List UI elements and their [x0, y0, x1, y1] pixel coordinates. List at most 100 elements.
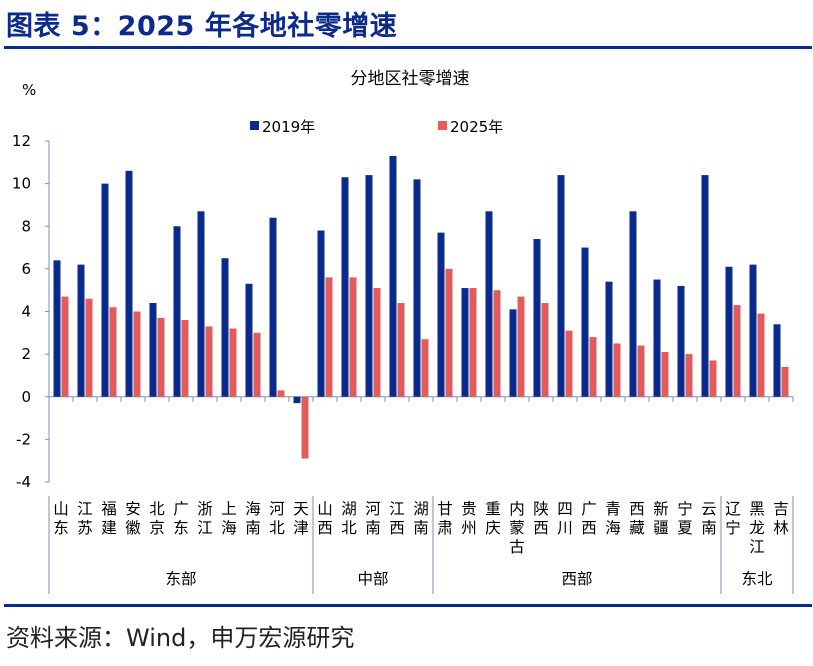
bar-2025-8 — [253, 332, 261, 397]
bar-2025-18 — [493, 290, 501, 397]
bar-2025-23 — [613, 343, 621, 397]
x-category-label: 宁夏 — [677, 500, 693, 537]
legend-swatch-2019 — [250, 121, 259, 130]
bar-2019-26 — [677, 285, 685, 397]
bar-2025-24 — [637, 345, 645, 397]
region-label: 西部 — [561, 570, 592, 588]
bar-2025-6 — [205, 326, 213, 397]
x-category-label: 甘肃 — [437, 500, 453, 537]
x-category-label: 青海 — [605, 500, 621, 537]
x-category-label: 河南 — [365, 500, 381, 537]
bar-2019-16 — [437, 232, 445, 397]
bar-2025-29 — [757, 313, 765, 397]
bar-2025-1 — [85, 298, 93, 397]
bar-2025-30 — [781, 366, 789, 397]
y-tick-label: 0 — [21, 388, 31, 406]
bar-2025-22 — [589, 337, 597, 397]
bar-2019-5 — [173, 226, 181, 397]
bar-2019-29 — [749, 264, 757, 397]
x-category-label: 北京 — [149, 500, 165, 537]
bar-2019-20 — [533, 239, 541, 397]
x-category-label: 吉林 — [773, 500, 789, 537]
bar-2019-14 — [389, 155, 397, 397]
x-category-label: 湖南 — [413, 500, 429, 537]
x-category-label: 山西 — [317, 500, 333, 537]
x-category-label: 陕西 — [533, 500, 549, 537]
bar-2025-17 — [469, 288, 477, 397]
y-tick-label: 12 — [12, 132, 31, 150]
bar-2019-12 — [341, 177, 349, 397]
bar-2025-20 — [541, 302, 549, 397]
x-category-label: 湖北 — [341, 500, 357, 537]
x-category-label: 贵州 — [461, 500, 477, 537]
bar-2019-19 — [509, 309, 517, 397]
bar-2019-30 — [773, 324, 781, 397]
x-category-label: 海南 — [245, 500, 261, 537]
bar-2019-24 — [629, 211, 637, 397]
bar-2019-15 — [413, 179, 421, 397]
bar-2025-19 — [517, 296, 525, 397]
bar-2025-14 — [397, 302, 405, 397]
page-title: 图表 5：2025 年各地社零增速 — [6, 11, 398, 42]
bar-2025-2 — [109, 307, 117, 397]
x-category-label: 江西 — [389, 500, 405, 537]
bar-2025-28 — [733, 305, 741, 397]
bar-2025-13 — [373, 288, 381, 397]
region-label: 中部 — [357, 570, 388, 588]
y-tick-label: 2 — [21, 345, 31, 363]
bar-chart: 分地区社零增速 % 2019年 2025年 -4 -2 0 2 4 6 8 10 12 山东江苏… — [12, 69, 794, 594]
bar-2025-3 — [133, 311, 141, 397]
bar-2019-1 — [77, 264, 85, 397]
x-category-label: 广东 — [173, 500, 189, 537]
bar-2019-13 — [365, 175, 373, 397]
bar-2019-25 — [653, 279, 661, 397]
x-category-label: 福建 — [101, 500, 117, 537]
title-divider — [4, 46, 812, 49]
bar-2025-16 — [445, 268, 453, 397]
bar-2019-28 — [725, 266, 733, 397]
x-category-label: 四川 — [557, 500, 573, 537]
y-tick-label: 8 — [21, 217, 31, 235]
region-label: 东部 — [165, 570, 196, 588]
x-category-label: 重庆 — [485, 500, 501, 537]
chart-title: 分地区社零增速 — [351, 69, 470, 89]
x-category-label: 江苏 — [77, 500, 93, 537]
bar-2019-27 — [701, 175, 709, 397]
bar-2025-0 — [61, 296, 69, 397]
legend-label-2025: 2025年 — [450, 118, 503, 136]
bar-2019-9 — [269, 217, 277, 397]
source-note: 资料来源：Wind，申万宏源研究 — [6, 624, 355, 652]
x-category-label: 河北 — [269, 500, 285, 537]
bar-2025-4 — [157, 317, 165, 397]
legend-label-2019: 2019年 — [262, 118, 315, 136]
bar-2019-7 — [221, 258, 229, 397]
y-tick-label: 6 — [21, 260, 31, 278]
bar-2025-21 — [565, 330, 573, 397]
bar-2025-7 — [229, 328, 237, 397]
bar-2019-17 — [461, 288, 469, 397]
legend-swatch-2025 — [438, 121, 447, 130]
bar-2019-8 — [245, 283, 253, 397]
y-tick-label: 4 — [21, 303, 31, 321]
x-category-label: 浙江 — [197, 500, 213, 537]
x-category-label: 辽宁 — [725, 500, 741, 537]
bar-2019-3 — [125, 170, 133, 397]
bar-2019-11 — [317, 230, 325, 397]
bar-2025-15 — [421, 339, 429, 397]
bar-2025-12 — [349, 277, 357, 397]
x-category-label: 内蒙古 — [509, 500, 525, 556]
bar-2019-23 — [605, 281, 613, 397]
y-tick-label: -4 — [16, 473, 31, 491]
bar-2019-21 — [557, 175, 565, 397]
bar-2019-10 — [293, 396, 301, 404]
bar-2025-10 — [301, 396, 309, 459]
x-category-label: 西藏 — [629, 500, 645, 537]
x-category-label: 云南 — [701, 500, 717, 537]
x-category-label: 安徽 — [125, 500, 141, 537]
x-category-label: 新疆 — [653, 500, 669, 537]
footer-divider — [4, 604, 812, 607]
bar-2025-5 — [181, 320, 189, 397]
region-label: 东北 — [741, 570, 773, 588]
x-category-label: 黑龙江 — [749, 500, 765, 556]
bar-2019-22 — [581, 247, 589, 397]
